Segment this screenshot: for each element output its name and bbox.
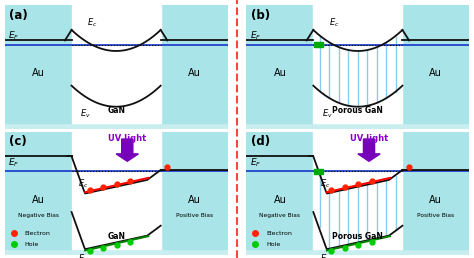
Text: Electron: Electron bbox=[266, 231, 292, 236]
Text: Positive Bias: Positive Bias bbox=[417, 213, 455, 218]
Text: Au: Au bbox=[188, 68, 201, 78]
Text: $E_c$: $E_c$ bbox=[87, 16, 98, 29]
Text: $E_F$: $E_F$ bbox=[250, 30, 261, 42]
Text: $E_v$: $E_v$ bbox=[320, 253, 331, 258]
Bar bbox=[72, 132, 161, 249]
Text: (d): (d) bbox=[251, 135, 270, 148]
Text: Au: Au bbox=[273, 68, 286, 78]
Text: Hole: Hole bbox=[25, 242, 39, 247]
Bar bbox=[402, 5, 469, 123]
Bar bbox=[72, 5, 161, 123]
Text: UV light: UV light bbox=[108, 134, 146, 143]
Text: Hole: Hole bbox=[266, 242, 281, 247]
Text: Negative Bias: Negative Bias bbox=[18, 213, 59, 218]
FancyArrow shape bbox=[358, 139, 380, 161]
Bar bbox=[313, 132, 402, 249]
Text: GaN: GaN bbox=[107, 232, 125, 241]
Text: Au: Au bbox=[188, 195, 201, 205]
Text: Au: Au bbox=[273, 195, 286, 205]
Bar bbox=[313, 5, 402, 123]
Text: (c): (c) bbox=[9, 135, 27, 148]
Text: $E_F$: $E_F$ bbox=[8, 156, 19, 169]
Text: Porous GaN: Porous GaN bbox=[332, 232, 383, 241]
Bar bbox=[314, 169, 323, 174]
Text: $E_F$: $E_F$ bbox=[250, 156, 261, 169]
Text: Negative Bias: Negative Bias bbox=[259, 213, 301, 218]
Text: (b): (b) bbox=[251, 9, 270, 22]
Text: $E_c$: $E_c$ bbox=[320, 177, 330, 190]
Text: (a): (a) bbox=[9, 9, 28, 22]
Text: Electron: Electron bbox=[25, 231, 51, 236]
Text: $E_v$: $E_v$ bbox=[81, 108, 91, 120]
Text: UV light: UV light bbox=[350, 134, 388, 143]
Text: Positive Bias: Positive Bias bbox=[175, 213, 213, 218]
Bar bbox=[246, 5, 313, 123]
Bar bbox=[5, 5, 72, 123]
Bar bbox=[402, 132, 469, 249]
Text: $E_c$: $E_c$ bbox=[78, 177, 89, 190]
Text: Au: Au bbox=[32, 68, 45, 78]
Text: Au: Au bbox=[32, 195, 45, 205]
Text: Porous GaN: Porous GaN bbox=[332, 106, 383, 115]
Bar bbox=[314, 42, 323, 47]
Text: GaN: GaN bbox=[107, 106, 125, 115]
FancyArrow shape bbox=[116, 139, 138, 161]
Text: $E_v$: $E_v$ bbox=[322, 108, 333, 120]
Text: $E_c$: $E_c$ bbox=[329, 16, 339, 29]
Text: $E_F$: $E_F$ bbox=[8, 30, 19, 42]
Text: Au: Au bbox=[429, 68, 442, 78]
Bar bbox=[161, 132, 228, 249]
Text: Au: Au bbox=[429, 195, 442, 205]
Bar bbox=[5, 132, 72, 249]
Text: $E_v$: $E_v$ bbox=[78, 253, 89, 258]
Bar bbox=[246, 132, 313, 249]
Bar bbox=[161, 5, 228, 123]
